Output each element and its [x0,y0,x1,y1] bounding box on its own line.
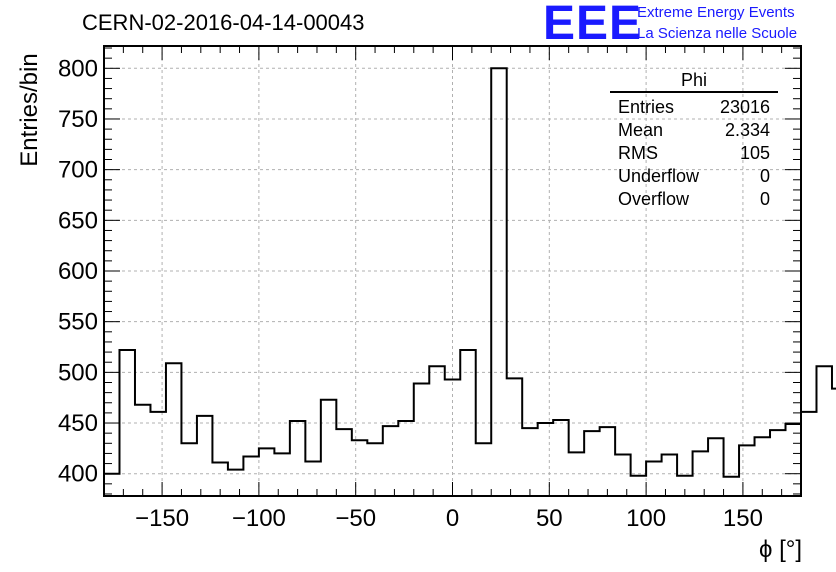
stats-box: Phi Entries 23016 Mean 2.334 RMS 105 Und… [610,70,778,211]
histogram-bin [491,68,506,496]
y-axis-label: Entries/bin [16,53,43,167]
x-tick-label: 150 [723,505,763,532]
histogram-bin [383,426,398,496]
stats-value: 0 [759,189,770,209]
stats-label: Overflow [618,189,690,209]
histogram-bin [739,445,754,496]
x-axis-label: ϕ [°] [758,536,802,563]
histogram-bin [352,440,367,496]
histogram-bin [150,412,165,496]
histogram-bin [693,451,708,496]
y-tick-label: 700 [58,157,98,184]
histogram-bin [429,366,444,496]
histogram-bin [259,448,274,496]
histogram-bin [770,430,785,496]
histogram-bin [305,462,320,496]
stats-value: 105 [739,143,770,163]
y-tick-label: 500 [58,359,98,386]
stats-title: Phi [610,70,778,93]
x-tick-label: −100 [232,505,286,532]
histogram-bin [615,454,630,496]
stats-label: Entries [618,97,675,117]
stats-label: Underflow [618,166,700,186]
histogram-bin [445,379,460,496]
histogram-bin [243,456,258,496]
histogram-bin [367,443,382,496]
histogram-bin [600,427,615,496]
x-tick-label: 0 [446,505,459,532]
histogram-bin [646,462,661,496]
histogram-bin [228,470,243,496]
histogram-bin [801,412,816,496]
histogram-bin [181,443,196,496]
histogram-bin [816,366,831,496]
histogram-bin [631,476,646,496]
y-tick-label: 450 [58,410,98,437]
histogram-bin [569,452,584,496]
histogram-bin [507,378,522,496]
stats-label: Mean [618,120,664,140]
y-tick-label: 550 [58,309,98,336]
stats-row-mean: Mean 2.334 [610,119,778,142]
histogram-bin [321,400,336,496]
histogram-bin [104,474,119,496]
histogram-bin [197,416,212,496]
histogram-bin [460,350,475,496]
histogram-bin [522,428,537,496]
y-tick-label: 600 [58,258,98,285]
x-tick-label: 50 [536,505,563,532]
histogram-bin [584,431,599,496]
histogram-bin [476,443,491,496]
histogram-bin [166,363,181,496]
x-tick-label: −150 [135,505,189,532]
stats-value: 0 [759,166,770,186]
y-tick-label: 400 [58,461,98,488]
x-tick-label: 100 [626,505,666,532]
histogram-bin [538,423,553,496]
x-tick-label: −50 [335,505,376,532]
eee-logo: EEE [543,0,643,50]
histogram-bin [786,424,801,496]
chart-title: CERN-02-2016-04-14-00043 [82,10,365,35]
logo-line-1: Extreme Energy Events [637,4,795,21]
logo-line-2: La Scienza nelle Scuole [637,25,798,42]
histogram-bin [119,350,134,496]
histogram-bin [398,421,413,496]
histogram-bin [290,421,305,496]
histogram-line [104,67,836,478]
stats-label: RMS [618,143,658,163]
stats-row-entries: Entries 23016 [610,96,778,119]
stats-value: 2.334 [724,120,770,140]
histogram-bin [832,389,836,496]
stats-row-overflow: Overflow 0 [610,188,778,211]
histogram-bin [336,429,351,496]
histogram-bin [662,454,677,496]
y-tick-label: 800 [58,55,98,82]
y-tick-label: 650 [58,207,98,234]
histogram-bin [414,384,429,497]
histogram-bin [553,420,568,496]
stats-row-underflow: Underflow 0 [610,165,778,188]
histogram-bin [135,405,150,496]
y-tick-label: 750 [58,106,98,133]
histogram-bin [708,438,723,496]
histogram-bin [274,453,289,496]
histogram-bin [755,437,770,496]
histogram-bin [724,477,739,496]
stats-row-rms: RMS 105 [610,142,778,165]
stats-value: 23016 [719,97,770,117]
